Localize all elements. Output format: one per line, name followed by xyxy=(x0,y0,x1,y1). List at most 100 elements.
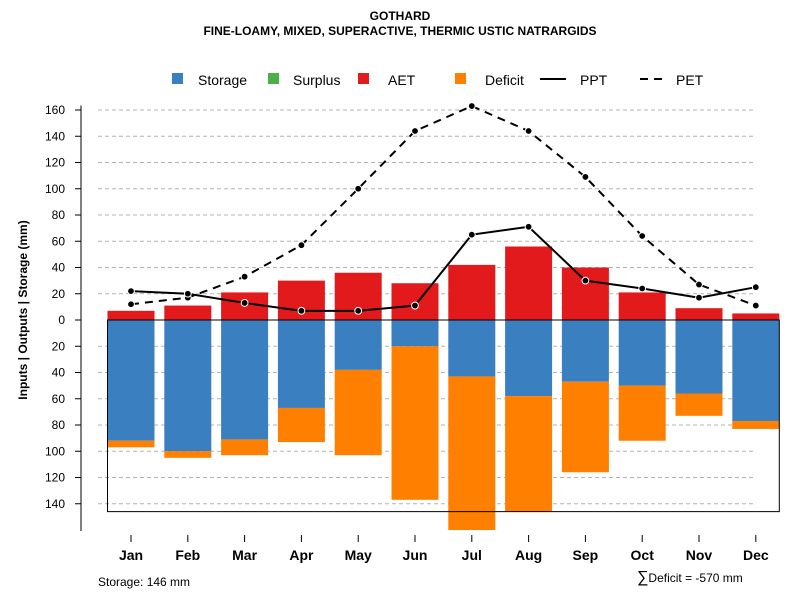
pet-point xyxy=(751,301,760,310)
x-tick-label: Jun xyxy=(403,547,428,563)
pet-point xyxy=(127,300,135,309)
y-tick-label: 140 xyxy=(45,129,65,143)
aet-bar xyxy=(164,305,212,320)
aet-bar xyxy=(448,264,496,320)
deficit-bar xyxy=(164,451,212,458)
legend-label-deficit: Deficit xyxy=(485,72,524,88)
pet-point xyxy=(695,280,703,289)
y-tick-label: 80 xyxy=(52,418,66,432)
deficit-bar xyxy=(675,393,723,416)
storage-bar xyxy=(675,320,723,394)
deficit-sum-note: ∑Deficit = -570 mm xyxy=(637,569,743,587)
deficit-bar xyxy=(618,385,666,441)
x-tick-label: Sep xyxy=(573,547,599,563)
x-tick-label: May xyxy=(345,547,372,563)
legend-label-storage: Storage xyxy=(198,72,247,88)
pet-point xyxy=(581,173,590,181)
pet-point xyxy=(638,232,647,240)
pet-point xyxy=(354,184,363,193)
y-tick-label: 40 xyxy=(52,261,66,275)
ppt-point xyxy=(183,289,192,298)
storage-bar xyxy=(107,320,155,441)
y-tick-label: 100 xyxy=(45,444,65,458)
y-tick-label: 60 xyxy=(52,392,66,406)
deficit-bar xyxy=(732,421,780,429)
y-axis-label: Inputs | Outputs | Storage (mm) xyxy=(16,220,30,399)
y-tick-label: 20 xyxy=(52,287,66,301)
chart-subtitle: FINE-LOAMY, MIXED, SUPERACTIVE, THERMIC … xyxy=(203,24,597,38)
deficit-bar xyxy=(505,396,553,512)
x-tick-label: Apr xyxy=(289,547,314,563)
x-tick-label: Jul xyxy=(462,547,482,563)
aet-bar xyxy=(732,313,780,320)
storage-bar xyxy=(561,320,609,382)
y-tick-label: 140 xyxy=(45,497,65,511)
y-tick-label: 120 xyxy=(45,471,65,485)
aet-bar xyxy=(505,246,553,320)
ppt-point xyxy=(581,276,590,285)
legend-swatch-aet xyxy=(358,73,369,84)
sigma-symbol: ∑ xyxy=(637,569,649,586)
y-tick-label: 80 xyxy=(52,208,66,222)
ppt-point xyxy=(638,284,647,293)
ppt-point xyxy=(411,301,419,310)
legend-swatch-deficit xyxy=(455,73,466,84)
deficit-bar xyxy=(107,440,155,448)
legend-label-ppt: PPT xyxy=(580,72,608,88)
pet-point xyxy=(297,241,306,250)
deficit-sum-label: Deficit = -570 mm xyxy=(648,571,743,585)
y-tick-label: 100 xyxy=(45,182,65,196)
legend-swatch-surplus xyxy=(268,73,279,84)
storage-bar xyxy=(164,320,212,452)
storage-bar xyxy=(448,320,496,377)
deficit-bar xyxy=(334,369,382,456)
storage-bar xyxy=(732,320,780,422)
y-tick-label: 0 xyxy=(58,313,65,327)
ppt-point xyxy=(467,230,476,239)
deficit-bar xyxy=(391,346,439,500)
aet-bar xyxy=(561,267,609,320)
y-tick-label: 40 xyxy=(52,366,66,380)
storage-bar xyxy=(618,320,666,386)
x-tick-label: Aug xyxy=(515,547,542,563)
x-tick-label: Dec xyxy=(743,547,769,563)
pet-point xyxy=(240,272,249,281)
pet-point xyxy=(467,102,476,110)
pet-line xyxy=(130,104,757,307)
x-tick-label: Jan xyxy=(119,547,143,563)
y-tick-label: 20 xyxy=(52,339,66,353)
x-tick-label: Mar xyxy=(232,547,257,563)
storage-bar xyxy=(391,320,439,347)
legend-label-aet: AET xyxy=(388,72,416,88)
x-tick-label: Oct xyxy=(631,547,655,563)
y-tick-label: 120 xyxy=(45,156,65,170)
pet-point xyxy=(524,127,533,135)
y-tick-label: 60 xyxy=(52,234,66,248)
legend-label-pet: PET xyxy=(676,72,704,88)
deficit-bar xyxy=(221,439,269,456)
aet-bar xyxy=(391,283,439,320)
storage-bar xyxy=(221,320,269,440)
storage-capacity-note: Storage: 146 mm xyxy=(98,575,191,589)
y-tick-label: 160 xyxy=(45,103,65,117)
pet-point xyxy=(411,127,419,135)
ppt-point xyxy=(524,222,533,231)
storage-bar xyxy=(505,320,553,397)
aet-bar xyxy=(107,310,155,320)
aet-bar xyxy=(675,308,723,320)
legend-label-surplus: Surplus xyxy=(293,72,340,88)
x-tick-label: Feb xyxy=(175,547,200,563)
ppt-point xyxy=(354,306,363,315)
ppt-point xyxy=(751,283,760,292)
ppt-line xyxy=(130,225,756,312)
deficit-bar xyxy=(448,376,496,530)
ppt-point xyxy=(695,293,703,302)
ppt-point xyxy=(127,287,135,296)
deficit-bar xyxy=(561,381,609,473)
storage-bar xyxy=(334,320,382,370)
ppt-point xyxy=(240,299,249,307)
storage-bar xyxy=(277,320,325,408)
legend-swatch-storage xyxy=(172,73,183,84)
x-tick-label: Nov xyxy=(686,547,713,563)
